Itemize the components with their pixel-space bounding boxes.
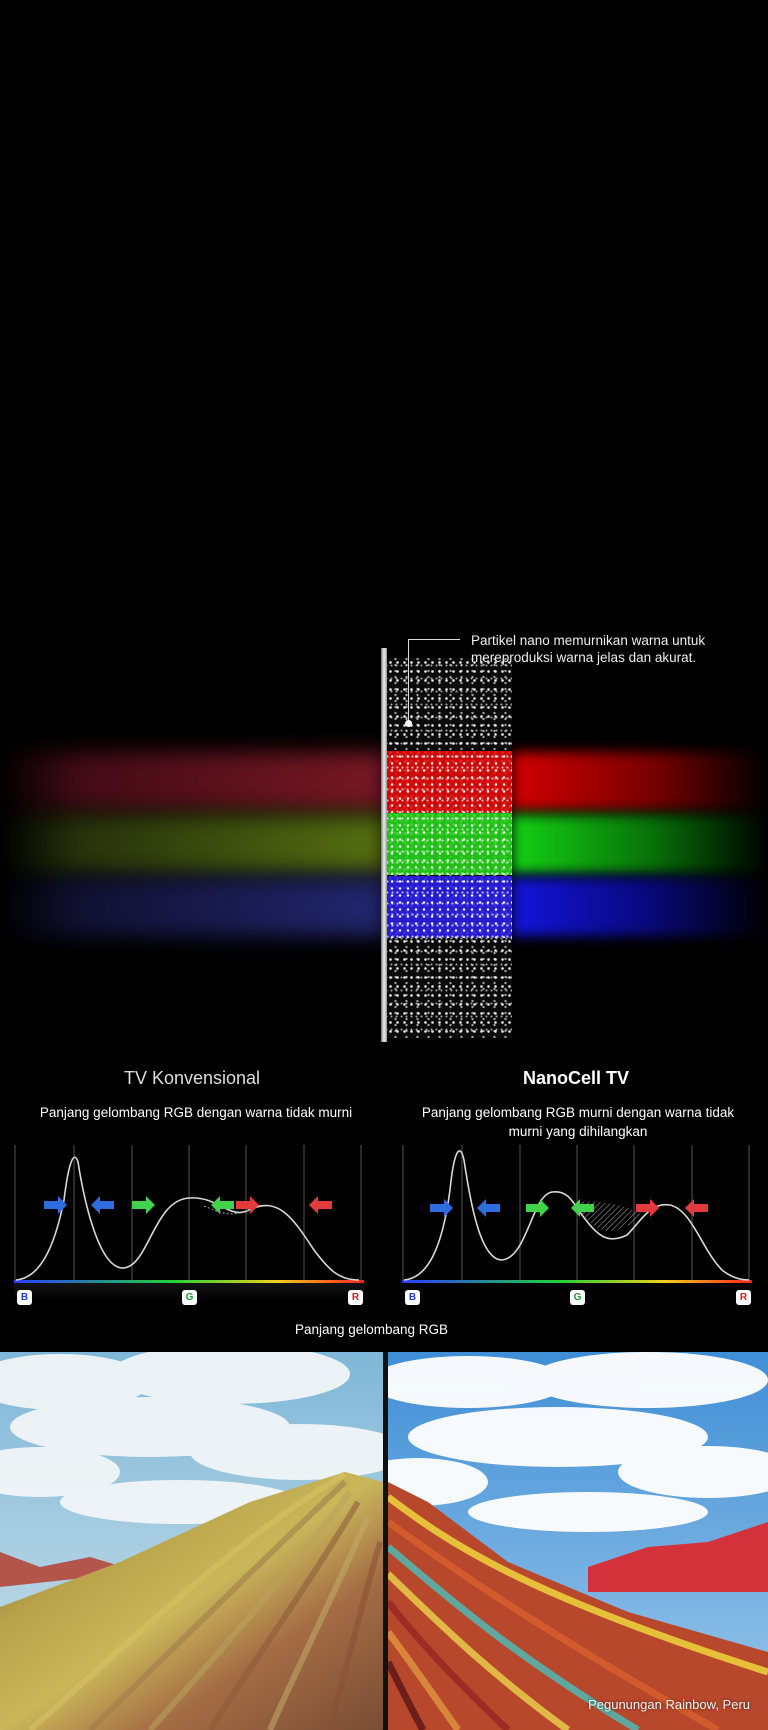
nanocell-wavelength-graph: B G R	[402, 1140, 764, 1308]
conventional-tv-subtitle: Panjang gelombang RGB dengan warna tidak…	[39, 1105, 353, 1120]
callout-line-2: mereproduksi warna jelas dan akurat.	[471, 650, 697, 665]
arrow-right-icon	[526, 1199, 549, 1217]
arrow-left-icon	[211, 1196, 234, 1214]
arrow-right-icon	[236, 1196, 259, 1214]
badge-b: B	[405, 1290, 420, 1305]
arrow-right-icon	[44, 1196, 67, 1214]
badge-g: G	[570, 1290, 585, 1305]
arrow-right-icon	[636, 1199, 659, 1217]
conventional-wavelength-graph: B G R	[14, 1140, 376, 1308]
arrow-left-icon	[91, 1196, 114, 1214]
arrow-left-icon	[571, 1199, 594, 1217]
unfiltered-blue-light	[0, 878, 385, 936]
spectrum-bar	[14, 1280, 364, 1283]
spectrum-curve	[15, 1156, 360, 1281]
grid-lines	[14, 1145, 362, 1280]
badge-g: G	[182, 1290, 197, 1305]
badge-b: B	[17, 1290, 32, 1305]
nanocell-tv-title: NanoCell TV	[522, 1068, 629, 1088]
glass-panel	[381, 648, 387, 1042]
filtered-blue-light	[512, 878, 768, 936]
filtered-red-light	[512, 752, 768, 810]
rgb-wavelength-axis-caption: Panjang gelombang RGB	[294, 1322, 449, 1337]
arrow-right-icon	[430, 1199, 453, 1217]
spectrum-bar	[402, 1280, 752, 1283]
unfiltered-red-light	[0, 752, 385, 810]
arrow-right-icon	[132, 1196, 155, 1214]
unfiltered-green-light	[0, 815, 385, 873]
callout-leader-vertical	[408, 640, 409, 723]
conventional-tv-mountain-image	[0, 1352, 383, 1730]
photo-location-caption: Pegunungan Rainbow, Peru	[588, 1697, 750, 1712]
particle-band-red	[387, 751, 512, 813]
nanocell-tv-subtitle: Panjang gelombang RGB murni dengan warna…	[421, 1105, 735, 1139]
spectrum-curve	[403, 1150, 750, 1281]
arrow-left-icon	[685, 1199, 708, 1217]
filtered-green-light	[512, 815, 768, 873]
nano-particle-callout: Partikel nano memurnikan warna untuk mer…	[471, 632, 721, 666]
conventional-spectrum-svg	[14, 1145, 364, 1300]
callout-leader-horizontal	[408, 639, 460, 640]
nanocell-tv-mountain-image	[388, 1352, 768, 1730]
badge-r: R	[348, 1290, 363, 1305]
particle-band-green	[387, 813, 512, 875]
nanocell-spectrum-svg	[402, 1145, 752, 1283]
particle-band-blue	[387, 876, 512, 938]
callout-line-1: Partikel nano memurnikan warna untuk	[471, 633, 706, 648]
nano-particle-layer	[387, 658, 512, 1038]
arrow-left-icon	[309, 1196, 332, 1214]
image-divider	[383, 1352, 388, 1730]
callout-leader-dot	[405, 720, 412, 727]
conventional-tv-title: TV Konvensional	[123, 1068, 261, 1088]
arrow-left-icon	[477, 1199, 500, 1217]
badge-r: R	[736, 1290, 751, 1305]
